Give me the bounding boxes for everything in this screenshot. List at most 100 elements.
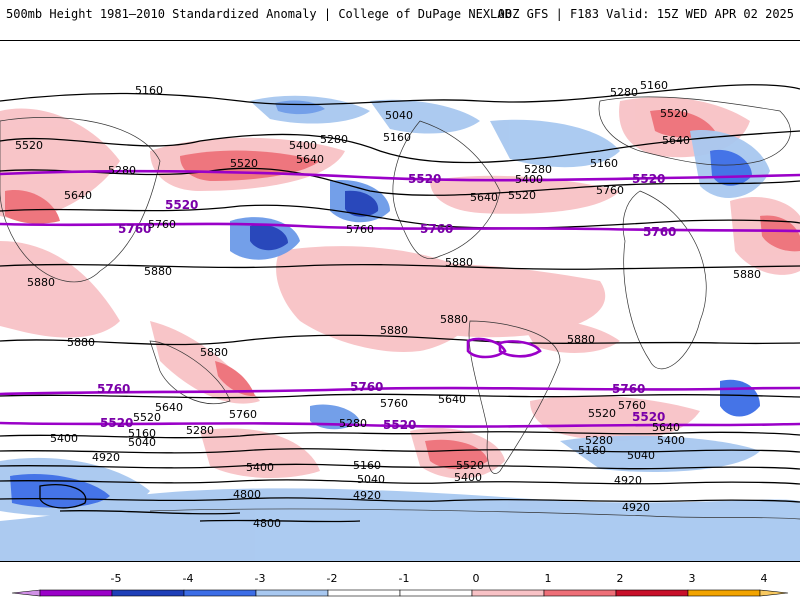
contour-label-5400: 5400: [454, 471, 482, 484]
contour-label-4800: 4800: [253, 517, 281, 530]
map-panel: 5520 5520 5520 5760 5760 5760 5760 5760 …: [0, 40, 800, 562]
contour-label-4920: 4920: [92, 451, 120, 464]
contour-label-5880: 5880: [733, 268, 761, 281]
contour-label-5280: 5280: [339, 417, 367, 430]
colorbar-bin: [399, 589, 473, 597]
contour-label-5520: 5520: [383, 418, 416, 432]
contour-label-5160: 5160: [128, 427, 156, 440]
colorbar: -5-4-3-2-1012345: [0, 562, 800, 600]
contour-label-5760: 5760: [229, 408, 257, 421]
contour-label-5520: 5520: [632, 172, 665, 186]
reference-contour-labels: 5520 5520 5520 5760 5760 5760 5760 5760 …: [97, 172, 676, 432]
contour-label-5760: 5760: [148, 218, 176, 231]
map-title: 500mb Height 1981–2010 Standardized Anom…: [6, 7, 512, 21]
contour-label-5160: 5160: [383, 131, 411, 144]
colorbar-tick-label: 2: [617, 572, 624, 585]
contour-label-5640: 5640: [296, 153, 324, 166]
contour-label-5400: 5400: [246, 461, 274, 474]
contour-label-5760: 5760: [596, 184, 624, 197]
colorbar-bin: [687, 589, 761, 597]
contour-label-5520: 5520: [100, 416, 133, 430]
contour-label-5160: 5160: [590, 157, 618, 170]
contour-label-5520: 5520: [165, 198, 198, 212]
coastlines: [0, 96, 800, 520]
contour-label-5280: 5280: [108, 164, 136, 177]
contour-label-5760: 5760: [420, 222, 453, 236]
contour-label-5640: 5640: [470, 191, 498, 204]
contour-label-5640: 5640: [155, 401, 183, 414]
contour-label-5040: 5040: [128, 436, 156, 449]
contour-label-5040: 5040: [385, 109, 413, 122]
contour-label-4800: 4800: [233, 488, 261, 501]
contour-label-5040: 5040: [357, 473, 385, 486]
contour-label-5640: 5640: [652, 421, 680, 434]
contour-label-5280: 5280: [320, 133, 348, 146]
colorbar-tick-label: 4: [761, 572, 768, 585]
colorbar-tick-label: 3: [689, 572, 696, 585]
contour-label-5880: 5880: [67, 336, 95, 349]
contour-label-5040: 5040: [627, 449, 655, 462]
contour-label-5640: 5640: [438, 393, 466, 406]
contour-label-4920: 4920: [614, 474, 642, 487]
colorbar-graphic: -5-4-3-2-1012345: [11, 572, 789, 597]
contour-label-5400: 5400: [657, 434, 685, 447]
contour-label-5520: 5520: [508, 189, 536, 202]
contour-label-5880: 5880: [144, 265, 172, 278]
colorbar-left-arrow: [11, 589, 41, 597]
colorbar-tick-label: 1: [545, 572, 552, 585]
colorbar-bin: [615, 589, 689, 597]
contour-label-5280: 5280: [585, 434, 613, 447]
anomaly-map: 5520 5520 5520 5760 5760 5760 5760 5760 …: [0, 79, 800, 561]
reference-contours: [0, 169, 800, 428]
height-contours: [0, 84, 800, 523]
contour-label-5160: 5160: [640, 79, 668, 92]
contour-label-5520: 5520: [588, 407, 616, 420]
contour-label-5760: 5760: [346, 223, 374, 236]
contour-label-5160: 5160: [353, 459, 381, 472]
contour-label-5760: 5760: [350, 380, 383, 394]
contour-label-5520: 5520: [15, 139, 43, 152]
colorbar-tick-label: -1: [399, 572, 410, 585]
contour-label-5760: 5760: [618, 399, 646, 412]
contour-label-5760: 5760: [380, 397, 408, 410]
contour-label-5520: 5520: [133, 411, 161, 424]
colorbar-bin: [471, 589, 545, 597]
colorbar-tick-label: -2: [327, 572, 338, 585]
colorbar-bin: [39, 589, 113, 597]
run-info: 00Z GFS | F183 Valid: 15Z WED APR 02 202…: [497, 7, 794, 21]
colorbar-tick-label: 0: [473, 572, 480, 585]
contour-label-5160: 5160: [135, 84, 163, 97]
contour-label-5520: 5520: [230, 157, 258, 170]
colorbar-bin: [111, 589, 185, 597]
contour-label-5520: 5520: [632, 410, 665, 424]
contour-label-5880: 5880: [380, 324, 408, 337]
colorbar-right-arrow: [759, 589, 789, 597]
contour-label-5280: 5280: [610, 86, 638, 99]
colorbar-bin: [327, 589, 401, 597]
contour-label-4920: 4920: [353, 489, 381, 502]
colorbar-tick-label: -3: [255, 572, 266, 585]
contour-label-5280: 5280: [186, 424, 214, 437]
contour-label-5400: 5400: [515, 173, 543, 186]
contour-label-5520: 5520: [408, 172, 441, 186]
contour-label-5280: 5280: [524, 163, 552, 176]
contour-label-5760: 5760: [97, 382, 130, 396]
contour-label-5400: 5400: [50, 432, 78, 445]
contour-label-5760: 5760: [612, 382, 645, 396]
height-contour-labels: 5160 5040 5160 5160 5280 5520 5640 5160 …: [15, 79, 761, 530]
contour-label-5880: 5880: [200, 346, 228, 359]
negative-anomaly-shading: [0, 95, 800, 561]
contour-label-5640: 5640: [64, 189, 92, 202]
colorbar-tick-label: -5: [111, 572, 122, 585]
contour-label-5400: 5400: [289, 139, 317, 152]
contour-label-5520: 5520: [456, 459, 484, 472]
contour-label-5880: 5880: [27, 276, 55, 289]
contour-label-4920: 4920: [622, 501, 650, 514]
colorbar-tick-label: -4: [183, 572, 194, 585]
contour-label-5520: 5520: [660, 107, 688, 120]
contour-label-5160: 5160: [578, 444, 606, 457]
colorbar-bin: [543, 589, 617, 597]
contour-label-5760: 5760: [643, 225, 676, 239]
contour-label-5880: 5880: [567, 333, 595, 346]
contour-label-5640: 5640: [662, 134, 690, 147]
